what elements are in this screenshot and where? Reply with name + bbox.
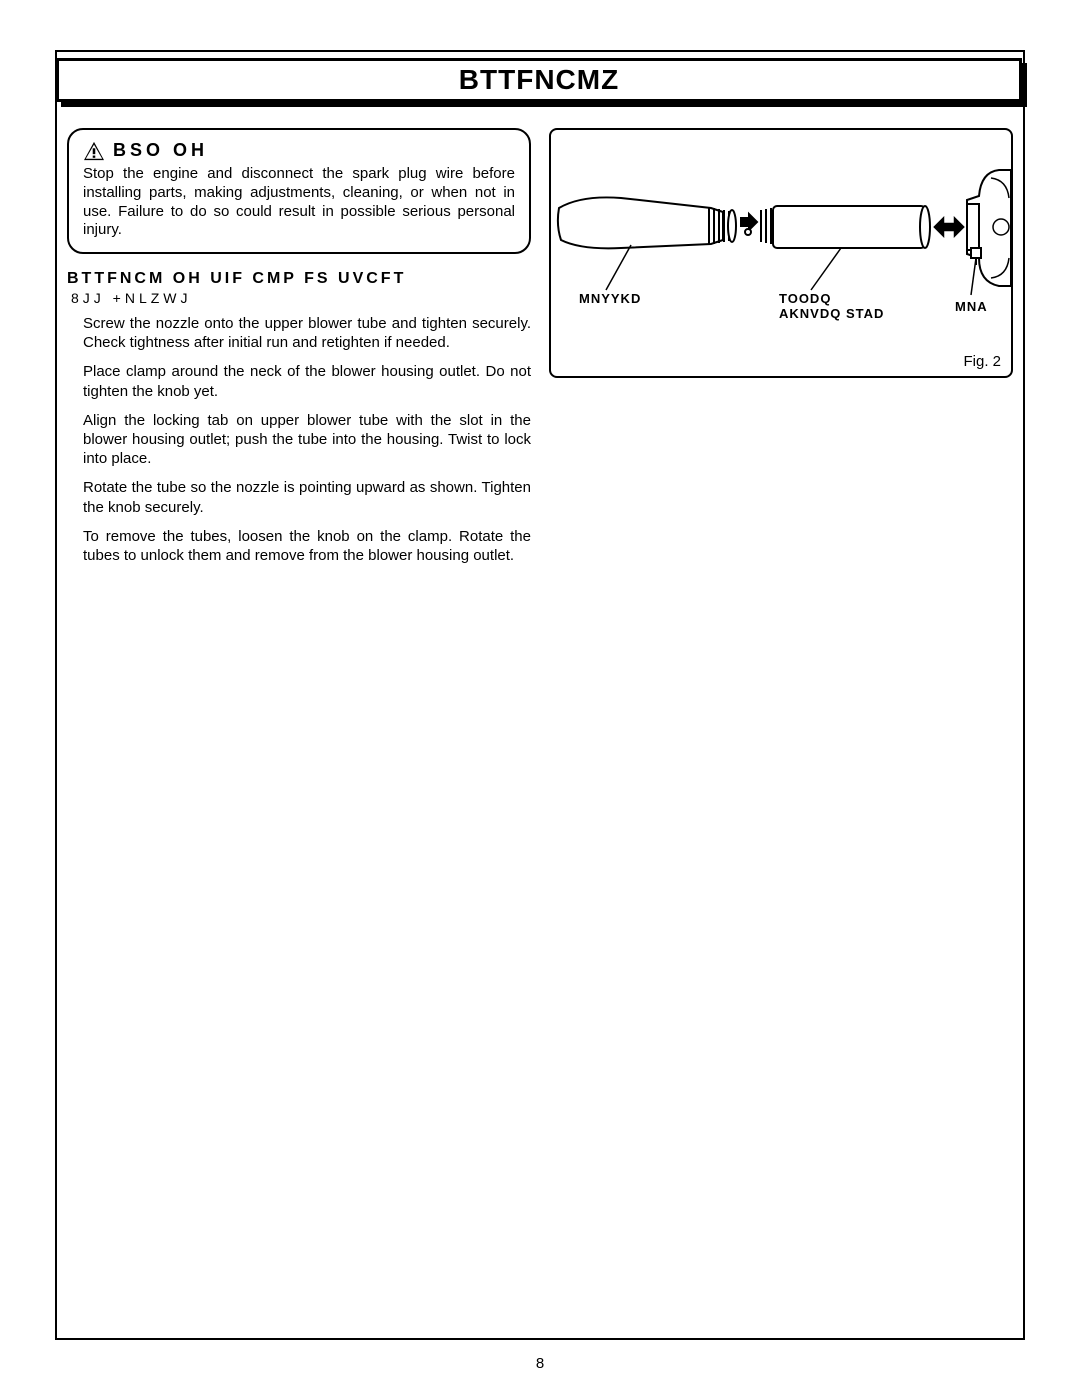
- callout-upper-tube-line2: AKNVDQ STAD: [779, 306, 884, 321]
- callout-upper-tube-line1: TOODQ: [779, 291, 831, 306]
- figure-2: MNYYKD TOODQ AKNVDQ STAD MNA Fig. 2: [549, 128, 1013, 378]
- title-box: BTTFNCMZ: [56, 58, 1022, 102]
- blower-diagram: [551, 130, 1013, 378]
- assembly-step: Screw the nozzle onto the upper blower t…: [67, 314, 531, 352]
- figure-label: Fig. 2: [963, 353, 1001, 370]
- left-column: BSO OH Stop the engine and disconnect th…: [67, 128, 531, 575]
- warning-header: BSO OH: [83, 140, 515, 161]
- right-column: MNYYKD TOODQ AKNVDQ STAD MNA Fig. 2: [549, 128, 1013, 575]
- warning-box: BSO OH Stop the engine and disconnect th…: [67, 128, 531, 254]
- section-heading: BTTFNCM OH UIF CMP FS UVCFT: [67, 270, 531, 288]
- assembly-step: Rotate the tube so the nozzle is pointin…: [67, 478, 531, 516]
- warning-icon: [83, 141, 105, 161]
- callout-knob: MNA: [955, 300, 988, 315]
- page-title: BTTFNCMZ: [59, 61, 1019, 99]
- callout-nozzle: MNYYKD: [579, 292, 641, 307]
- content-area: BSO OH Stop the engine and disconnect th…: [55, 120, 1025, 575]
- assembly-step: Place clamp around the neck of the blowe…: [67, 362, 531, 400]
- warning-title: BSO OH: [113, 140, 208, 161]
- see-figure-ref: 8JJ +NLZWJ: [67, 290, 531, 306]
- assembly-step: To remove the tubes, loosen the knob on …: [67, 527, 531, 565]
- assembly-step: Align the locking tab on upper blower tu…: [67, 411, 531, 469]
- warning-body: Stop the engine and disconnect the spark…: [83, 165, 515, 240]
- page-number: 8: [0, 1355, 1080, 1372]
